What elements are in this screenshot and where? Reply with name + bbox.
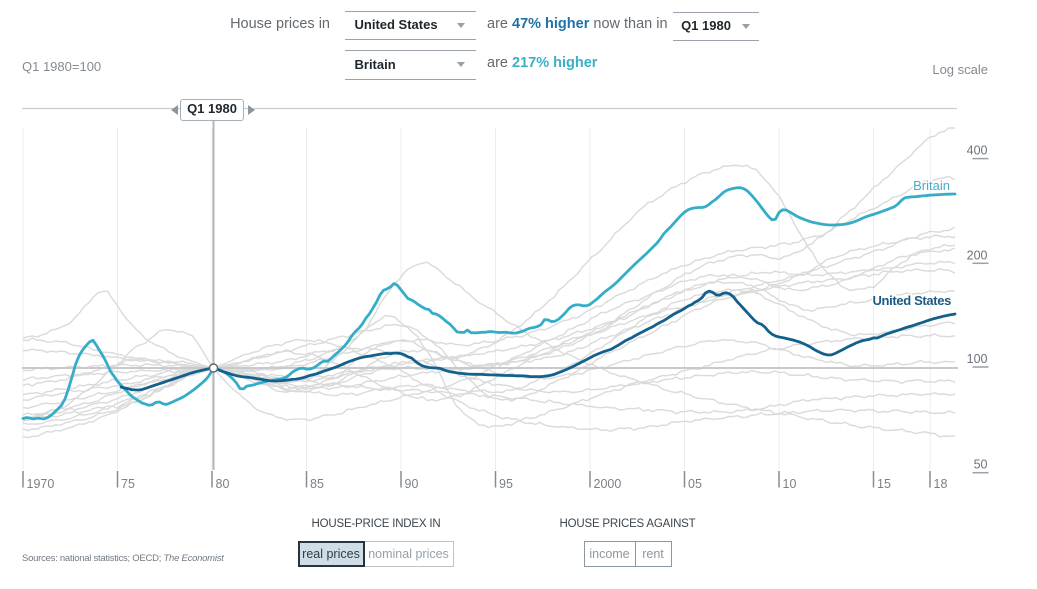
svg-text:Britain: Britain	[913, 178, 950, 193]
svg-text:75: 75	[121, 477, 135, 491]
svg-text:18: 18	[934, 477, 948, 491]
svg-text:1970: 1970	[27, 477, 55, 491]
svg-text:90: 90	[405, 477, 419, 491]
svg-text:400: 400	[967, 144, 988, 158]
svg-text:50: 50	[974, 458, 988, 472]
svg-text:United States: United States	[872, 293, 951, 308]
svg-text:80: 80	[216, 477, 230, 491]
svg-text:05: 05	[688, 477, 702, 491]
svg-text:2000: 2000	[594, 477, 622, 491]
svg-text:15: 15	[877, 477, 891, 491]
svg-text:10: 10	[783, 477, 797, 491]
svg-text:95: 95	[499, 477, 513, 491]
svg-text:200: 200	[967, 248, 988, 262]
svg-text:85: 85	[310, 477, 324, 491]
svg-text:100: 100	[967, 352, 988, 366]
